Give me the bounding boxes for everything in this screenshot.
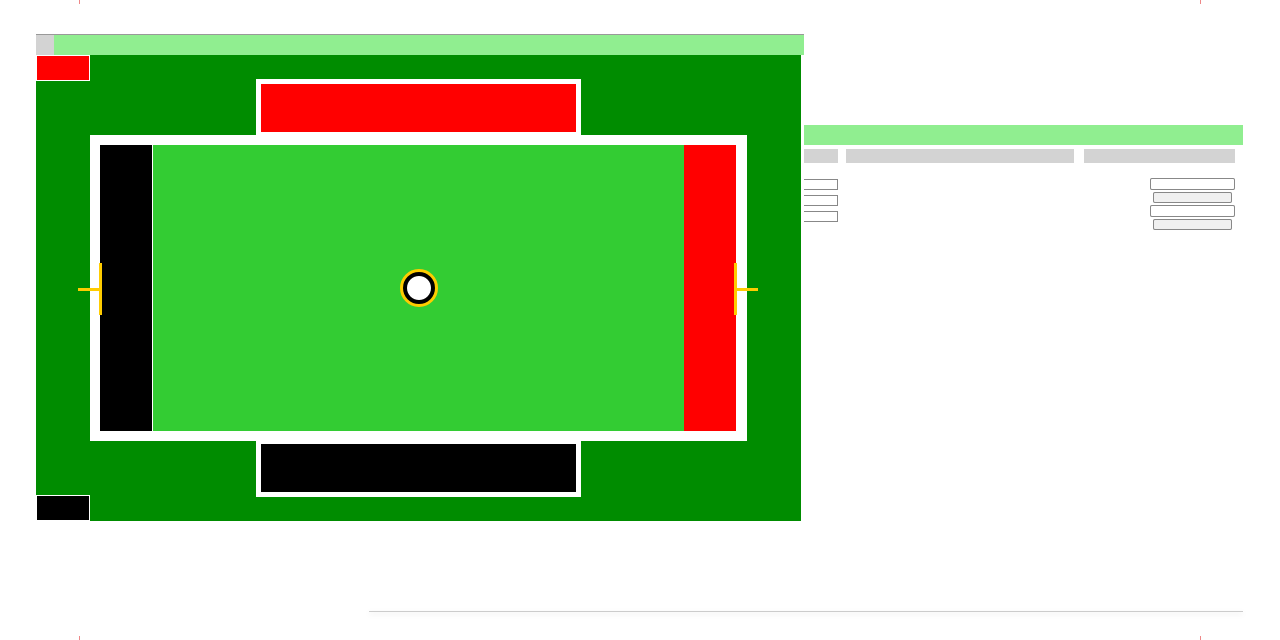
settings-header-bar [804,125,1243,145]
field-window [36,34,804,521]
midfield-logo [400,269,438,307]
left-goalpost-bar [99,263,102,315]
field-filename-input[interactable] [1150,178,1235,190]
common-section-header [846,149,1074,163]
tab-field[interactable] [36,35,54,55]
hidden-input[interactable] [804,195,838,206]
left-endzone [100,145,152,431]
home-tunnel [36,495,90,521]
tab-settings[interactable] [72,35,90,55]
left-goalpost [78,288,100,291]
corner-mark [79,0,80,4]
guest-teamzone-fill [261,84,576,132]
right-goalpost [736,288,758,291]
panel-bottom-border [369,611,1243,612]
export-section-header [1084,149,1235,163]
corner-mark [1200,636,1201,640]
corner-mark [79,636,80,640]
menu-bar [36,34,804,55]
settings-filename-input[interactable] [1150,205,1235,217]
settings-panel [804,125,1243,611]
export-field-button[interactable] [1153,192,1232,203]
corner-mark [1200,0,1201,4]
home-teamzone-fill [261,444,576,492]
export-settings-button[interactable] [1153,219,1232,230]
right-endzone [684,145,736,431]
midfield-logo-text [407,276,431,300]
right-goalpost-bar [734,263,737,315]
hidden-section-header [804,149,838,163]
hidden-input[interactable] [804,179,838,190]
hidden-input[interactable] [804,211,838,222]
guest-tunnel [36,55,90,81]
field-canvas[interactable] [36,55,801,521]
